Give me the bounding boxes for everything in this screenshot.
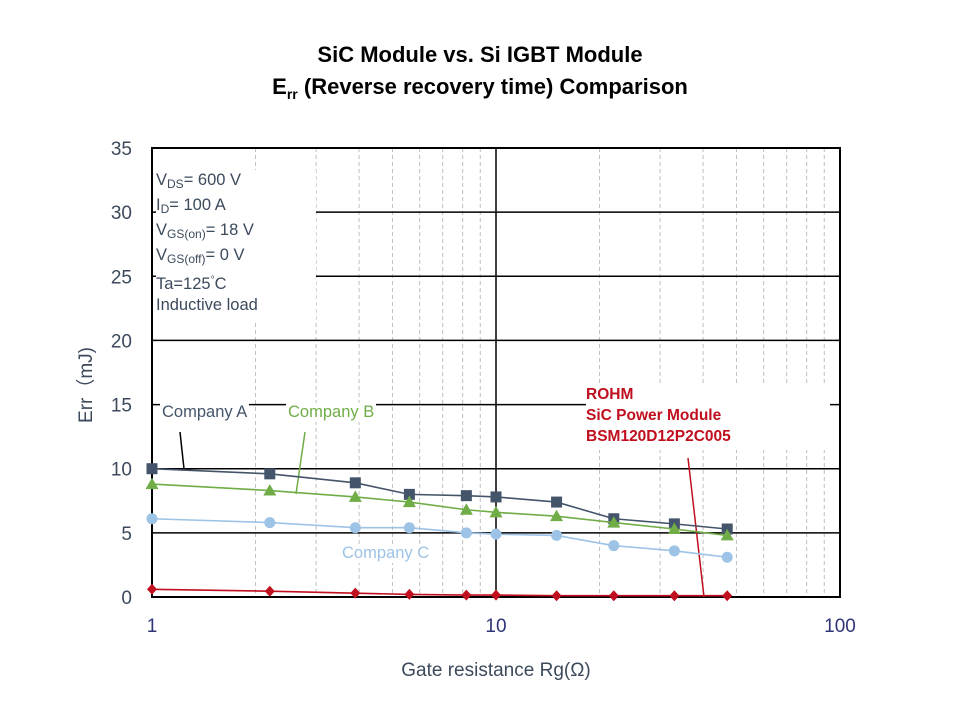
x-tick-label: 1: [147, 616, 158, 637]
data-point-square: [403, 488, 415, 500]
data-point-triangle: [667, 522, 681, 535]
data-point-diamond: [608, 590, 619, 602]
chart-title-line2: Err (Reverse recovery time) Comparison: [0, 74, 960, 102]
data-point-square: [264, 468, 276, 480]
y-tick-label: 15: [111, 396, 132, 417]
series-line-2: [151, 517, 728, 559]
data-point-triangle: [263, 484, 277, 496]
data-point-diamond: [147, 583, 157, 595]
cond-symbol: Ta=125: [156, 275, 211, 293]
data-point-square: [146, 463, 158, 475]
data-point-circle: [551, 529, 563, 541]
cond-value: C: [214, 275, 227, 293]
company-a-annotation: Company A: [160, 403, 250, 422]
y-tick-label: 0: [121, 588, 132, 609]
data-point-square: [349, 477, 361, 489]
data-point-diamond: [722, 590, 733, 602]
company-b-leader-line: [295, 431, 306, 495]
y-tick-label: 35: [111, 139, 132, 160]
data-point-triangle: [720, 528, 734, 541]
chart-title-line1: SiC Module vs. Si IGBT Module: [317, 42, 643, 67]
cond-text: Inductive load: [156, 296, 258, 314]
data-point-diamond: [669, 590, 680, 602]
data-point-triangle: [489, 505, 503, 518]
data-point-circle: [264, 517, 276, 529]
data-point-triangle: [402, 495, 416, 508]
y-axis-title: Err（mJ): [75, 347, 97, 423]
test-conditions-box: VDS= 600 V ID= 100 A VGS(on)= 18 V VGS(o…: [156, 170, 316, 320]
data-point-circle: [608, 540, 620, 552]
y-tick-label: 20: [111, 331, 132, 352]
data-point-diamond: [404, 588, 415, 600]
cond-symbol: V: [156, 221, 168, 239]
y-tick-label: 10: [111, 460, 132, 481]
company-c-annotation: Company C: [340, 544, 432, 563]
data-point-circle: [349, 522, 361, 534]
y-tick-labels: 0 5 10 15 20 25 30 35: [111, 139, 132, 609]
cond-symbol: I: [156, 196, 161, 214]
data-point-triangle: [145, 477, 159, 490]
x-tick-label: 100: [824, 616, 856, 637]
data-point-circle: [460, 527, 472, 539]
title-err-symbol: E: [272, 74, 287, 99]
x-axis-title: Gate resistance Rg(Ω): [401, 660, 591, 681]
data-point-triangle: [348, 490, 362, 502]
condition-vgs-off: VGS(off)= 0 V: [156, 245, 316, 270]
rohm-label-line3: BSM120D12P2C005: [586, 428, 731, 445]
minor-gridlines: [255, 148, 825, 597]
cond-value: = 18 V: [205, 221, 254, 239]
data-point-triangle: [550, 509, 564, 522]
data-point-square: [490, 491, 502, 503]
data-point-circle: [146, 513, 158, 525]
x-tick-label: 10: [485, 616, 506, 637]
cond-subscript: DS: [167, 177, 184, 191]
company-b-annotation: Company B: [286, 403, 377, 422]
data-point-circle: [403, 522, 415, 534]
data-point-diamond: [264, 585, 275, 597]
series-group: [145, 463, 734, 602]
data-point-circle: [721, 551, 733, 563]
rohm-label-line1: ROHM: [586, 386, 634, 403]
data-point-triangle: [607, 516, 621, 528]
y-tick-label: 30: [111, 203, 132, 224]
series-line-3: [151, 588, 728, 597]
rohm-leader-line: [687, 457, 705, 598]
cond-subscript: GS(off): [167, 252, 206, 266]
data-point-circle: [668, 545, 680, 557]
data-point-diamond: [491, 589, 501, 601]
condition-temperature: Ta=125°C: [156, 270, 316, 295]
x-tick-labels: 1 10 100: [147, 616, 856, 637]
cond-value: = 600 V: [183, 171, 242, 189]
condition-load: Inductive load: [156, 295, 316, 316]
cond-value: = 100 A: [169, 196, 226, 214]
data-point-diamond: [350, 587, 361, 599]
data-point-circle: [490, 528, 502, 540]
cond-subscript: GS(on): [167, 227, 206, 241]
data-point-diamond: [461, 589, 472, 601]
condition-vds: VDS= 600 V: [156, 170, 316, 195]
annotation-leader-lines: [179, 431, 705, 598]
degree-sign: °: [210, 275, 215, 286]
data-point-square: [551, 496, 563, 508]
cond-value: = 0 V: [205, 246, 245, 264]
rohm-label-line2: SiC Power Module: [586, 407, 722, 424]
data-point-diamond: [551, 590, 562, 602]
y-tick-label: 5: [121, 524, 132, 545]
condition-vgs-on: VGS(on)= 18 V: [156, 220, 316, 245]
series-line-0: [151, 467, 728, 530]
cond-symbol: V: [156, 171, 168, 189]
title-err-subscript: rr: [286, 86, 298, 102]
data-point-square: [460, 490, 472, 502]
condition-id: ID= 100 A: [156, 195, 316, 220]
cond-symbol: V: [156, 246, 168, 264]
cond-subscript: D: [160, 202, 170, 216]
company-a-leader-line: [179, 431, 185, 470]
series-line-1: [151, 483, 728, 537]
title-rest: (Reverse recovery time) Comparison: [297, 74, 688, 99]
rohm-annotation: ROHM SiC Power Module BSM120D12P2C005: [586, 384, 830, 450]
data-point-triangle: [459, 503, 473, 515]
y-tick-label: 25: [111, 267, 132, 288]
